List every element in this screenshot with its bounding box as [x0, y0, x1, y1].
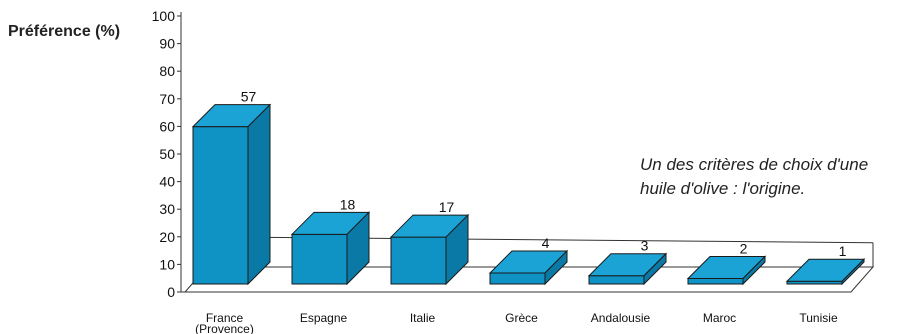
y-tick-label: 60 — [159, 118, 175, 134]
category-label: Tunisie — [799, 311, 838, 325]
bars — [191, 103, 866, 286]
bar-front — [489, 272, 546, 285]
bar — [488, 249, 569, 286]
value-label: 2 — [740, 240, 748, 256]
category-label: Italie — [410, 311, 436, 325]
bar — [389, 213, 470, 286]
bar-front — [390, 236, 447, 285]
axes — [180, 12, 185, 293]
bar — [191, 103, 272, 286]
value-label: 18 — [340, 196, 356, 212]
category-label: France (Provence) — [195, 311, 254, 334]
y-tick-label: 100 — [152, 8, 176, 24]
bar-front — [192, 126, 249, 285]
value-label: 17 — [439, 199, 455, 215]
value-label: 4 — [542, 235, 550, 251]
y-tick-label: 90 — [159, 36, 175, 52]
bar-side — [346, 211, 370, 286]
y-tick-label: 30 — [159, 201, 175, 217]
bar-front — [291, 233, 348, 285]
value-labels: 57 18 17 4 3 2 1 — [241, 89, 847, 260]
bar — [587, 252, 668, 286]
y-axis-label: Préférence (%) — [8, 23, 120, 40]
category-label: Grèce — [505, 311, 538, 325]
y-tick-label: 80 — [159, 63, 175, 79]
bar-side — [445, 213, 469, 286]
bar — [785, 258, 866, 286]
bar — [290, 211, 371, 286]
bar-side — [643, 252, 667, 286]
bar-side — [544, 249, 568, 286]
value-label: 57 — [241, 89, 257, 105]
y-tick-label: 20 — [159, 229, 175, 245]
y-tick-label: 70 — [159, 91, 175, 107]
bar-side — [742, 255, 766, 286]
annotation: Un des critères de choix d'une huile d'ol… — [640, 155, 868, 198]
category-label: Andalousie — [591, 311, 651, 325]
annotation-line: Un des critères de choix d'une — [640, 155, 868, 174]
bar-front — [588, 275, 645, 285]
bar-side — [247, 103, 271, 286]
bar-side — [841, 258, 865, 286]
y-tick-label: 10 — [159, 256, 175, 272]
y-ticks: 0 10 20 30 40 50 60 70 80 90 100 — [152, 8, 181, 300]
y-tick-label: 40 — [159, 174, 175, 190]
value-label: 1 — [839, 243, 847, 259]
y-tick-label: 0 — [167, 284, 175, 300]
bar — [686, 255, 767, 286]
value-label: 3 — [641, 238, 649, 254]
category-label: Espagne — [300, 311, 348, 325]
bar-front — [687, 277, 744, 285]
category-label: Maroc — [703, 311, 736, 325]
annotation-line: huile d'olive : l'origine. — [640, 179, 805, 198]
y-tick-label: 50 — [159, 146, 175, 162]
category-labels: France (Provence) Espagne Italie Grèce Andalo… — [195, 311, 838, 334]
